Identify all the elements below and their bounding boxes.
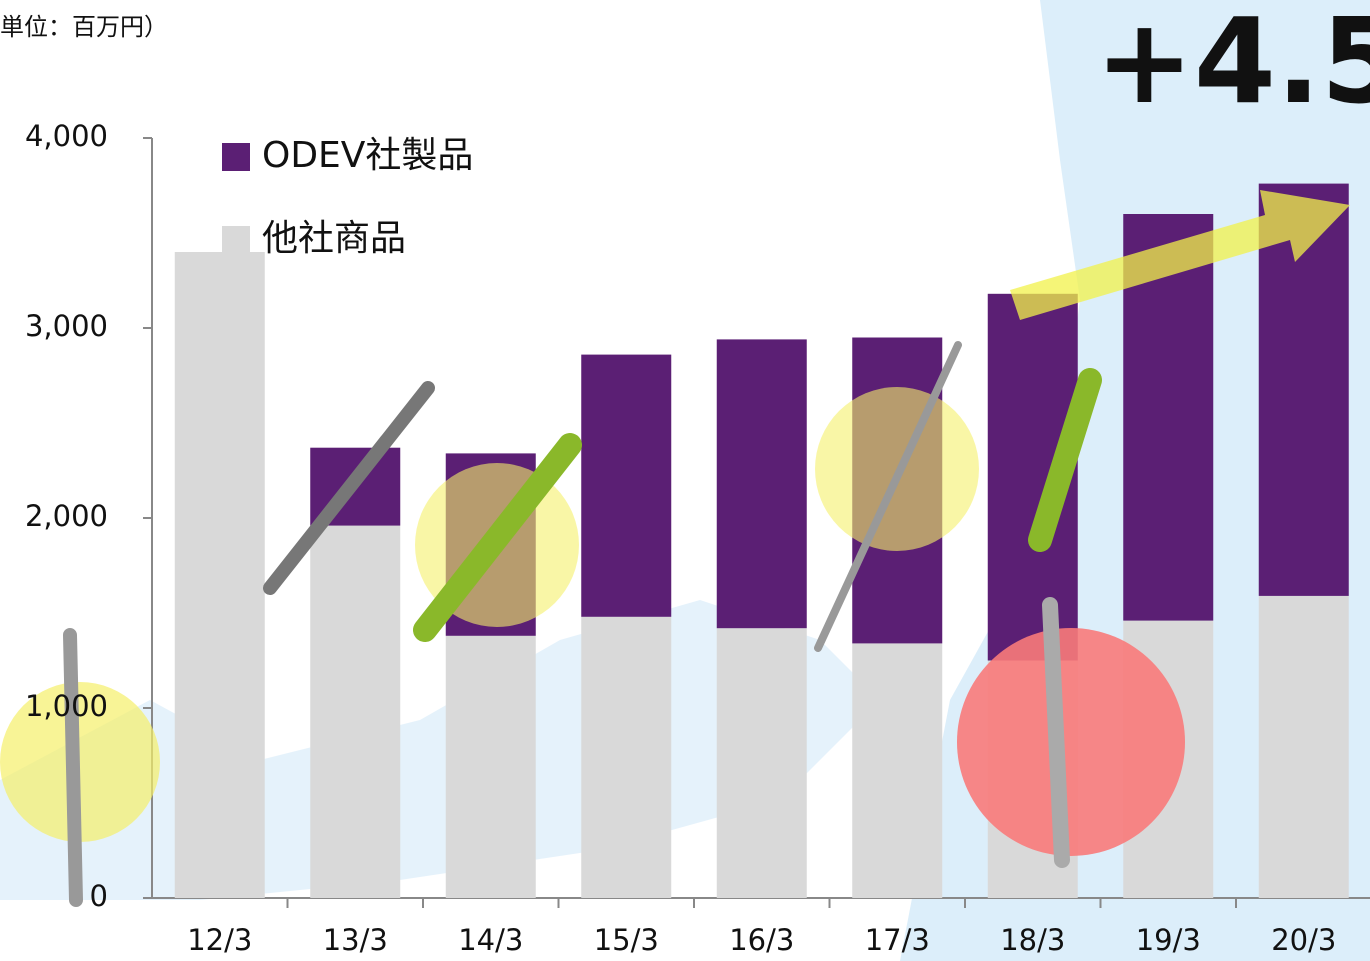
bar-segment — [1258, 595, 1349, 898]
x-tick-label: 20/3 — [1271, 923, 1336, 957]
legend-label: ODEV社製品 — [262, 135, 473, 176]
decorations — [0, 190, 1350, 907]
x-tick-label: 14/3 — [458, 923, 523, 957]
legend-swatch — [222, 143, 250, 171]
x-tick-label: 12/3 — [187, 923, 252, 957]
y-tick-label: 4,000 — [25, 119, 108, 153]
y-tick-label: 3,000 — [25, 309, 108, 343]
growth-annotation: +4.5 — [1095, 0, 1370, 130]
x-tick-label: 16/3 — [729, 923, 794, 957]
y-tick-label: 0 — [90, 879, 108, 913]
x-tick-label: 17/3 — [865, 923, 930, 957]
x-tick-label: 18/3 — [1000, 923, 1065, 957]
legend-swatch — [222, 226, 250, 254]
bar-segment — [852, 643, 943, 898]
bar-segment — [716, 628, 807, 898]
bar-segment — [716, 339, 807, 629]
x-tick-label: 19/3 — [1136, 923, 1201, 957]
bar-segment — [581, 616, 672, 898]
y-tick-label: 2,000 — [25, 499, 108, 533]
unit-note: 単位：百万円） — [0, 13, 168, 41]
x-tick-label: 15/3 — [594, 923, 659, 957]
legend-label: 他社商品 — [262, 218, 406, 259]
bar-segment — [581, 354, 672, 617]
y-tick-label: 1,000 — [25, 689, 108, 723]
bar-segment — [174, 252, 265, 898]
x-tick-label: 13/3 — [323, 923, 388, 957]
bar-segment — [445, 635, 536, 898]
bar-segment — [310, 525, 401, 898]
